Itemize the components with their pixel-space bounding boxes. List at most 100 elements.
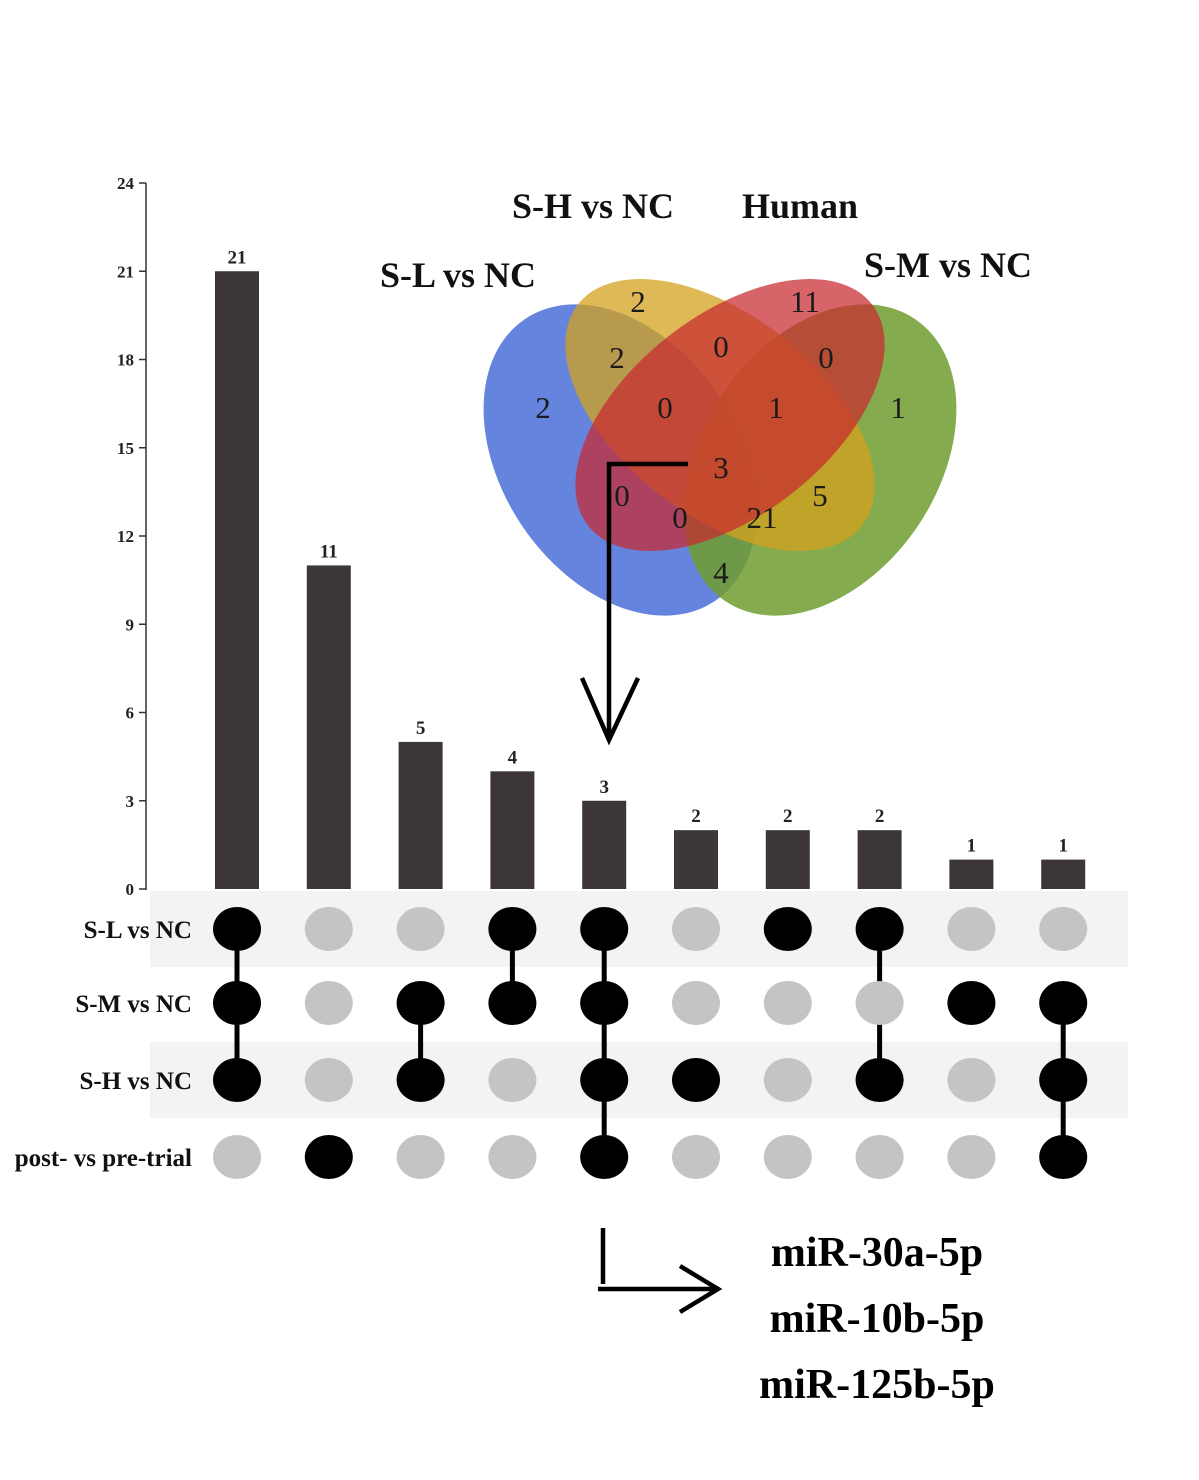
bar-value-label: 1 [967, 836, 977, 857]
matrix-dot-empty [304, 907, 353, 951]
mirna-list: miR-30a-5p miR-10b-5p miR-125b-5p [759, 1230, 995, 1408]
matrix-dot-empty [304, 1058, 353, 1102]
matrix-dot-filled [488, 981, 537, 1025]
y-tick-label: 18 [117, 351, 134, 370]
matrix-dot-empty [213, 1135, 261, 1179]
matrix-dot-filled [488, 907, 537, 951]
bar-value-label: 2 [875, 806, 885, 827]
bar-value-label: 3 [599, 777, 609, 798]
matrix-dot-empty [855, 1135, 904, 1179]
mirna-item: miR-10b-5p [770, 1296, 985, 1342]
bar-value-label: 5 [416, 718, 426, 739]
matrix-dot-filled [213, 907, 261, 951]
mirna-item: miR-125b-5p [759, 1362, 995, 1408]
venn-value-sl-sm: 4 [713, 555, 729, 590]
matrix-dot-empty [1039, 907, 1088, 951]
matrix-dot-empty [763, 981, 812, 1025]
matrix-dot-empty [396, 907, 445, 951]
intersection-bar [398, 741, 443, 889]
bar-value-label: 2 [783, 806, 793, 827]
matrix-dot-filled [763, 907, 812, 951]
matrix-dot-filled [396, 981, 445, 1025]
y-ticks: 0 3 6 9 12 15 18 21 24 [117, 174, 146, 899]
matrix-dot-empty [947, 1135, 996, 1179]
venn-title-sl: S-L vs NC [380, 255, 536, 295]
matrix-dot-filled [304, 1135, 353, 1179]
matrix-dot-filled [1039, 1135, 1088, 1179]
venn-value-sh-sm: 5 [812, 478, 828, 513]
matrix-dot-empty [304, 981, 353, 1025]
set-label: S-M vs NC [75, 991, 192, 1018]
matrix-dot-empty [488, 1135, 537, 1179]
matrix-dot-empty [672, 907, 720, 951]
matrix-dot-empty [855, 981, 904, 1025]
y-tick-label: 12 [117, 527, 134, 546]
venn-value-sl-sh: 2 [609, 340, 625, 375]
matrix-dot-filled [580, 1058, 629, 1102]
venn-title-sm: S-M vs NC [864, 245, 1032, 285]
bar-value-label: 21 [228, 247, 247, 268]
matrix-dot-empty [763, 1135, 812, 1179]
matrix-dot-filled [580, 1135, 629, 1179]
venn-diagram: S-H vs NC Human S-L vs NC S-M vs NC 2 11… [380, 186, 1032, 616]
matrix-dot-empty [672, 981, 720, 1025]
venn-title-human: Human [742, 186, 858, 226]
matrix-dot-filled [396, 1058, 445, 1102]
matrix-dot-empty [396, 1135, 445, 1179]
matrix-dot-empty [947, 907, 996, 951]
y-tick-label: 15 [117, 439, 134, 458]
intersection-bar [949, 859, 994, 889]
intersection-bars [215, 271, 1086, 889]
bar-value-label: 4 [508, 747, 518, 768]
set-label: S-L vs NC [84, 917, 192, 944]
venn-value-human-sm: 0 [818, 340, 834, 375]
matrix-dot-filled [580, 981, 629, 1025]
y-tick-label: 21 [117, 262, 134, 281]
set-label: S-H vs NC [79, 1068, 192, 1095]
matrix-dot-filled [213, 1058, 261, 1102]
venn-value-sl-only: 2 [535, 390, 551, 425]
mirna-arrow [598, 1228, 723, 1314]
matrix-dot-empty [672, 1135, 720, 1179]
matrix-dot-filled [672, 1058, 720, 1102]
y-tick-label: 3 [126, 792, 135, 811]
intersection-bar [674, 830, 718, 889]
intersection-bar [306, 565, 351, 889]
venn-title-sh: S-H vs NC [512, 186, 674, 226]
venn-value-sl-human: 0 [614, 478, 630, 513]
intersection-bar [765, 830, 810, 889]
venn-ellipse-human [575, 279, 885, 551]
intersection-bar [215, 271, 259, 889]
matrix-dot-filled [1039, 981, 1088, 1025]
set-label: post- vs pre-trial [15, 1145, 192, 1172]
intersection-bar [490, 771, 535, 889]
venn-value-sm-only: 1 [890, 390, 906, 425]
venn-value-sl-sh-sm: 21 [747, 500, 778, 535]
intersection-bar [857, 830, 902, 889]
venn-to-bar-arrow [579, 461, 688, 746]
venn-value-human-only: 11 [790, 284, 820, 319]
y-tick-label: 6 [126, 704, 135, 723]
y-tick-label: 0 [126, 880, 135, 899]
matrix-dot-empty [947, 1058, 996, 1102]
membership-matrix [213, 907, 1088, 1179]
mirna-item: miR-30a-5p [771, 1230, 983, 1276]
matrix-dot-empty [488, 1058, 537, 1102]
intersection-bar [1041, 859, 1086, 889]
venn-value-sh-human-sm: 1 [768, 390, 784, 425]
venn-value-all-four: 3 [713, 450, 729, 485]
venn-value-sh-only: 2 [630, 284, 646, 319]
matrix-dot-filled [1039, 1058, 1088, 1102]
matrix-dot-empty [763, 1058, 812, 1102]
matrix-dot-filled [855, 1058, 904, 1102]
venn-value-sl-human-sm: 0 [672, 500, 688, 535]
venn-value-sl-sh-human: 0 [657, 390, 673, 425]
set-labels: S-L vs NC S-M vs NC S-H vs NC post- vs pre-… [15, 917, 192, 1172]
venn-value-sh-human: 0 [713, 329, 729, 364]
matrix-dot-filled [947, 981, 996, 1025]
bar-value-label: 11 [320, 541, 338, 562]
bar-value-label: 1 [1058, 836, 1068, 857]
matrix-dot-filled [213, 981, 261, 1025]
